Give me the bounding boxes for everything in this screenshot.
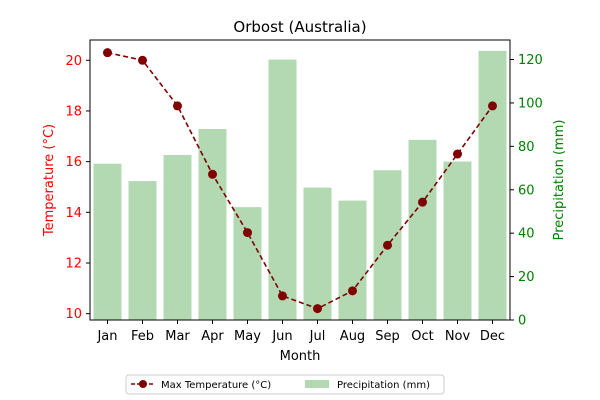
- temperature-point: [383, 240, 392, 250]
- legend-bar-swatch: [305, 380, 329, 388]
- y-left-tick-label: 20: [65, 54, 82, 69]
- precipitation-bar: [233, 207, 262, 320]
- y-axis-right-label: Precipitation (mm): [552, 120, 567, 241]
- x-tick-label: Apr: [201, 329, 224, 344]
- temperature-point: [173, 101, 182, 111]
- precipitation-bar: [198, 128, 227, 320]
- temperature-point: [488, 101, 497, 111]
- y-right-tick-label: 100: [518, 96, 543, 111]
- y-right-tick-label: 60: [518, 183, 535, 198]
- x-tick-label: Dec: [480, 329, 505, 344]
- x-tick-label: Jul: [309, 329, 326, 344]
- temperature-point: [103, 48, 112, 58]
- temperature-point: [453, 149, 462, 159]
- precipitation-bar: [268, 59, 297, 321]
- precipitation-bar: [338, 200, 367, 320]
- y-right-tick-label: 40: [518, 227, 535, 242]
- precipitation-bar: [408, 139, 437, 320]
- x-axis-label: Month: [280, 349, 321, 364]
- y-left-tick-label: 14: [65, 206, 82, 221]
- temperature-point: [278, 291, 287, 301]
- line-layer: [103, 48, 497, 314]
- x-tick-label: Mar: [165, 329, 190, 344]
- y-left-tick-label: 10: [65, 307, 82, 322]
- precipitation-bar: [93, 163, 122, 320]
- x-tick-label: May: [234, 329, 261, 344]
- temperature-line: [107, 51, 494, 310]
- legend-label-temperature: Max Temperature (°C): [161, 380, 271, 391]
- y-axis-right-ticks: 0 20 40 60 80 100 120: [510, 53, 543, 329]
- legend-line-marker: [139, 380, 147, 388]
- y-right-tick-label: 80: [518, 140, 535, 155]
- y-axis-left-label: Temperature (°C): [42, 124, 57, 237]
- y-left-tick-label: 18: [65, 104, 82, 119]
- y-right-tick-label: 0: [518, 314, 526, 329]
- temperature-point: [243, 228, 252, 238]
- x-axis-ticks: Jan Feb Mar Apr May Jun Jul Aug Sep Oct Nov Dec: [96, 320, 505, 344]
- x-tick-label: Feb: [131, 329, 154, 344]
- precipitation-bar: [478, 50, 507, 320]
- temperature-point: [208, 169, 217, 179]
- x-tick-label: Jun: [271, 329, 292, 344]
- legend-label-precipitation: Precipitation (mm): [337, 380, 430, 391]
- x-tick-label: Sep: [375, 329, 400, 344]
- bars-layer: [93, 50, 507, 321]
- precipitation-bar: [303, 187, 332, 320]
- x-tick-label: Nov: [445, 329, 471, 344]
- temperature-point: [313, 304, 322, 314]
- chart-title: Orbost (Australia): [233, 18, 366, 36]
- y-right-tick-label: 20: [518, 270, 535, 285]
- precipitation-bar: [443, 161, 472, 320]
- x-tick-label: Oct: [411, 329, 433, 344]
- legend: Max Temperature (°C) Precipitation (mm): [125, 374, 445, 395]
- y-axis-left-ticks: 10 12 14 16 18 20: [65, 54, 90, 322]
- temperature-point: [138, 55, 147, 65]
- x-tick-label: Jan: [96, 329, 117, 344]
- plot-frame: [89, 39, 511, 321]
- y-left-tick-label: 12: [65, 256, 82, 271]
- legend-frame: [125, 374, 445, 395]
- y-left-tick-label: 16: [65, 155, 82, 170]
- temperature-point: [418, 197, 427, 207]
- precipitation-bar: [163, 155, 192, 320]
- temperature-point: [348, 286, 357, 296]
- y-right-tick-label: 120: [518, 53, 543, 68]
- precipitation-bar: [128, 181, 157, 320]
- x-tick-label: Aug: [340, 329, 365, 344]
